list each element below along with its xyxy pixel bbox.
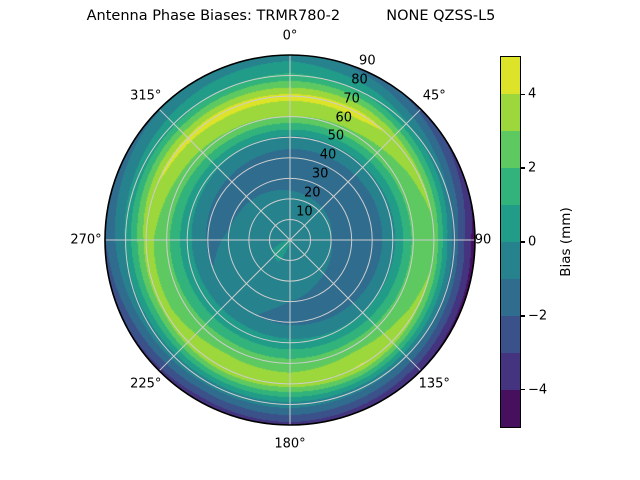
colorbar-tick-label: 0 [528, 234, 537, 250]
colorbar-band [501, 241, 520, 280]
colorbar-tick-label: 2 [528, 160, 537, 176]
colorbar-band [501, 389, 520, 428]
colorbar-band [501, 130, 520, 169]
radial-tick-label: 50 [327, 128, 345, 144]
azimuth-tick-label: 45° [422, 88, 446, 104]
radial-tick-label: 30 [311, 166, 329, 182]
radial-tick-label: 90 [359, 53, 376, 69]
colorbar-tick [521, 167, 525, 169]
colorbar-tick-label: −2 [528, 308, 548, 324]
colorbar-tick [521, 241, 525, 243]
azimuth-tick-label: 270° [70, 232, 102, 248]
colorbar-axis-label: Bias (mm) [558, 207, 574, 277]
azimuth-tick-label: 315° [130, 88, 162, 104]
colorbar [500, 56, 521, 428]
colorbar-band [501, 315, 520, 354]
azimuth-tick-label: 180° [274, 436, 306, 452]
colorbar-tick [521, 93, 525, 95]
azimuth-tick-label: 90 [474, 232, 492, 248]
colorbar-tick [521, 389, 525, 391]
radial-tick-label: 60 [335, 110, 353, 125]
radial-tick-label: 10 [296, 204, 313, 220]
colorbar-band [501, 57, 520, 95]
colorbar-tick-label: 4 [528, 86, 537, 102]
colorbar-band [501, 204, 520, 243]
radial-tick-label: 80 [351, 72, 368, 88]
radial-tick-label: 40 [319, 147, 337, 163]
azimuth-tick-label: 135° [418, 376, 450, 392]
radial-tick-label: 20 [303, 185, 321, 201]
azimuth-tick-label: 225° [130, 376, 162, 392]
colorbar-band [501, 352, 520, 391]
colorbar-tick [521, 315, 525, 317]
radial-tick-label: 70 [343, 91, 360, 107]
colorbar-band [501, 93, 520, 132]
figure-title: Antenna Phase Biases: TRMR780-2 NONE QZS… [86, 8, 496, 24]
colorbar-band [501, 167, 520, 206]
azimuth-tick-label: 0° [282, 28, 298, 44]
colorbar-tick-label: −4 [528, 382, 548, 398]
colorbar-band [501, 278, 520, 317]
